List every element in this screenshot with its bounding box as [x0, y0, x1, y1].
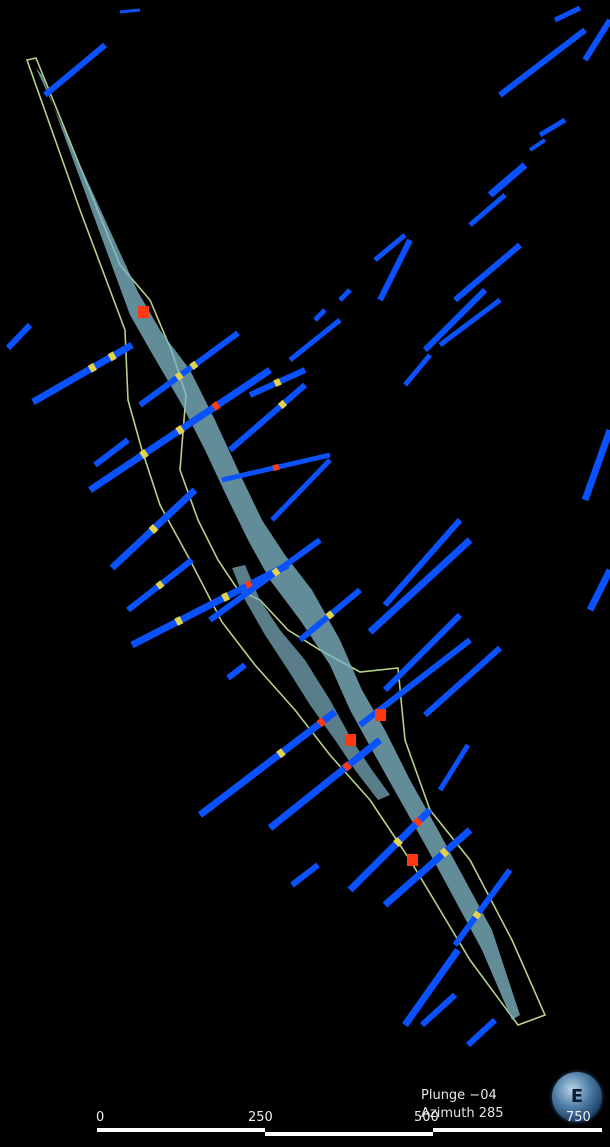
azimuth-label: Azimuth 285 — [421, 1106, 504, 1121]
drillhole-trace — [422, 287, 488, 353]
plunge-label: Plunge −04 — [421, 1088, 497, 1103]
scale-tick-0: 0 — [96, 1110, 105, 1125]
scale-bar — [97, 1128, 602, 1136]
drillhole-trace — [438, 298, 502, 347]
drillhole-trace — [270, 458, 332, 522]
drillhole-trace — [582, 18, 610, 62]
high-grade-intercept — [375, 709, 386, 721]
compass-globe-icon[interactable]: E — [552, 1072, 602, 1122]
grade-interval — [413, 817, 423, 827]
ore-boundary-outline — [25, 57, 547, 1026]
grade-interval — [175, 425, 185, 435]
scale-tick-250: 250 — [248, 1110, 273, 1125]
high-grade-intercept — [138, 306, 149, 318]
orebody-solid-main — [36, 68, 520, 1020]
drillhole-trace — [487, 162, 528, 198]
grade-interval — [472, 910, 482, 920]
grade-interval — [221, 592, 231, 602]
high-grade-intercept — [345, 734, 356, 746]
drillhole-trace — [377, 238, 413, 302]
scale-segment-3 — [433, 1128, 602, 1132]
grade-interval — [174, 371, 184, 381]
drillhole-trace — [382, 518, 463, 607]
grade-interval — [276, 748, 286, 759]
drillhole-trace — [290, 862, 320, 888]
drillhole-trace — [403, 353, 432, 387]
grade-interval — [155, 580, 165, 590]
grade-interval — [271, 567, 281, 577]
drillhole-trace — [498, 27, 587, 98]
drillhole-trace — [138, 330, 240, 408]
drillhole-trace — [367, 537, 473, 635]
grade-interval — [148, 524, 159, 534]
drillhole-trace — [468, 193, 507, 227]
grade-interval — [342, 761, 352, 772]
drillhole-trace — [31, 341, 134, 406]
drillhole-trace — [5, 322, 33, 351]
scale-segment-2 — [265, 1132, 433, 1136]
grade-interval — [107, 351, 117, 362]
scale-tick-750: 750 — [566, 1110, 591, 1125]
drillhole-trace — [130, 561, 290, 649]
drillhole-trace — [119, 8, 141, 14]
grade-interval — [211, 401, 221, 411]
drillhole-trace — [452, 868, 513, 947]
compass-letter: E — [570, 1086, 584, 1107]
drillhole-trace — [465, 1017, 498, 1048]
drillhole-traces — [5, 5, 610, 1048]
drillhole-trace — [313, 308, 327, 322]
drillhole-trace — [338, 288, 352, 302]
drillhole-trace — [228, 382, 307, 453]
grade-interval — [189, 360, 199, 370]
scale-segment-1 — [97, 1128, 265, 1132]
drillhole-trace — [373, 233, 407, 262]
grade-interval — [393, 837, 403, 847]
drillhole-trace — [197, 709, 338, 818]
drillhole-trace — [208, 537, 322, 623]
drillhole-trace — [586, 568, 610, 612]
grade-interval — [244, 580, 254, 590]
grade-interval — [325, 610, 335, 620]
drillhole-trace — [288, 318, 342, 362]
high-grade-intercept — [407, 854, 418, 866]
drillhole-trace — [423, 645, 502, 718]
drillhole-trace — [528, 138, 547, 152]
drillhole-trace — [226, 662, 247, 681]
drillhole-trace — [93, 437, 130, 468]
grade-interval — [273, 378, 282, 387]
drillhole-trace — [437, 743, 471, 792]
drillhole-trace — [419, 992, 458, 1028]
grade-interval — [139, 449, 149, 459]
drillhole-trace — [553, 5, 582, 23]
drillhole-trace — [382, 612, 463, 693]
drillhole-trace — [581, 428, 610, 502]
grade-interval — [316, 717, 327, 728]
grade-interval — [87, 362, 97, 373]
drillhole-trace — [402, 947, 461, 1028]
grade-interval — [439, 847, 450, 858]
scale-tick-500: 500 — [414, 1110, 439, 1125]
grade-interval — [174, 616, 184, 626]
grade-interval — [272, 463, 280, 472]
drillhole-trace — [538, 117, 567, 138]
drillhole-trace — [267, 737, 383, 831]
grade-interval — [277, 399, 288, 410]
drillhole-trace — [382, 827, 473, 908]
drillhole-trace — [43, 42, 107, 98]
drillhole-trace — [453, 242, 522, 303]
